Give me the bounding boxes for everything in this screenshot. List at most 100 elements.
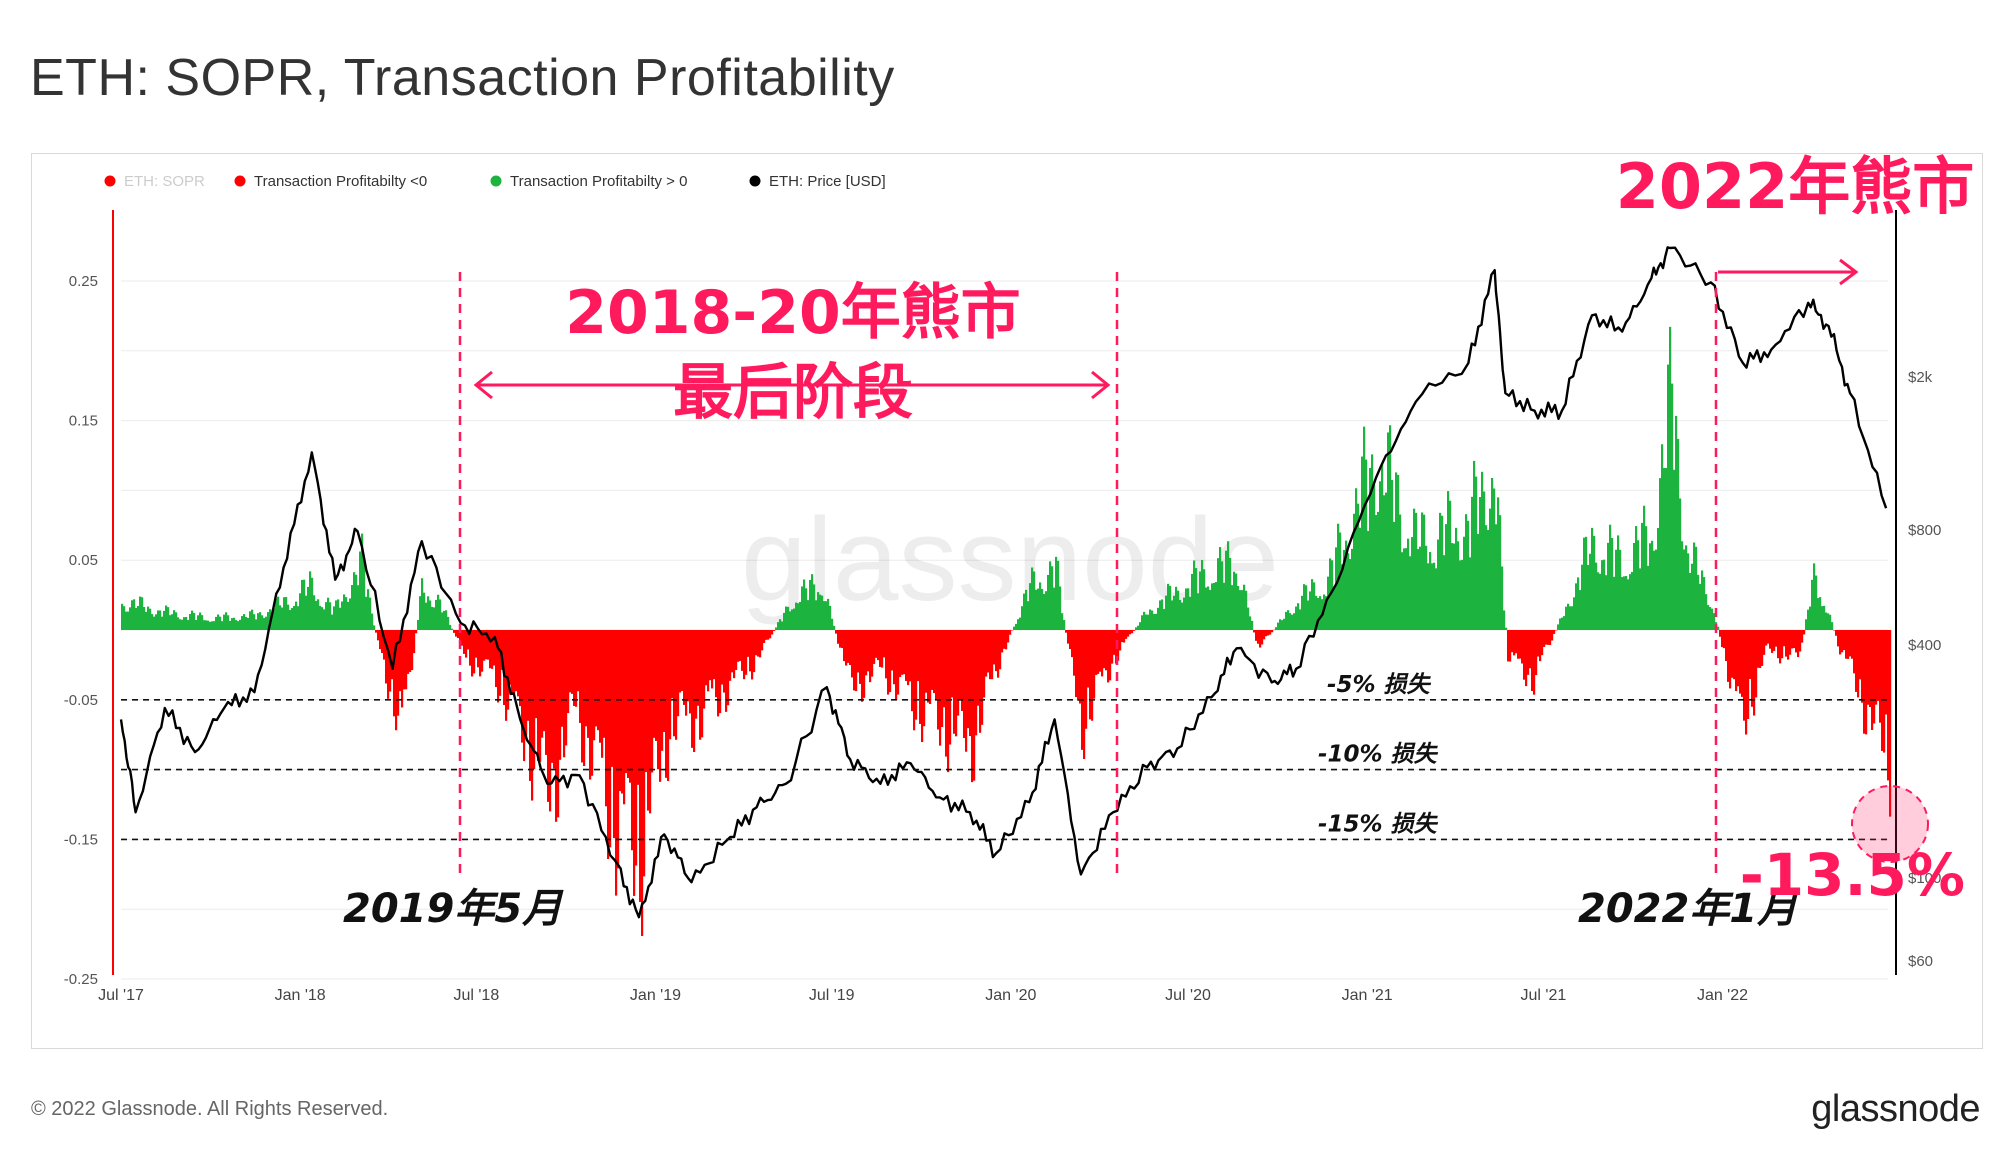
profitability-bar bbox=[473, 630, 476, 674]
profitability-bar bbox=[621, 630, 624, 794]
profitability-bar bbox=[859, 630, 862, 684]
profitability-bar bbox=[405, 630, 408, 690]
profitability-bar bbox=[629, 630, 632, 783]
profitability-bar bbox=[815, 600, 818, 630]
profitability-bar bbox=[1193, 560, 1196, 630]
profitability-bar bbox=[299, 593, 302, 630]
profitability-bar bbox=[995, 630, 998, 672]
profitability-bar bbox=[401, 630, 404, 708]
profitability-bar bbox=[271, 612, 274, 630]
profitability-bar bbox=[1401, 552, 1404, 630]
profitability-bar bbox=[1331, 560, 1334, 630]
profitability-bar bbox=[1425, 545, 1428, 630]
profitability-bar bbox=[1299, 609, 1302, 630]
profitability-bar bbox=[397, 630, 400, 716]
profitability-bar bbox=[1717, 626, 1720, 630]
profitability-bar bbox=[731, 630, 734, 673]
profitability-bar bbox=[1295, 606, 1298, 630]
profitability-bar bbox=[717, 630, 720, 717]
profitability-bar bbox=[753, 630, 756, 673]
profitability-bar bbox=[1873, 630, 1876, 724]
profitability-bar bbox=[487, 630, 490, 660]
profitability-bar bbox=[467, 630, 470, 650]
profitability-bar bbox=[663, 630, 666, 732]
profitability-bar bbox=[1347, 553, 1350, 630]
profitability-bar bbox=[281, 607, 284, 630]
profitability-bar bbox=[827, 598, 830, 630]
profitability-bar bbox=[1845, 630, 1848, 659]
profitability-bar bbox=[1279, 619, 1282, 630]
profitability-bar bbox=[471, 630, 474, 677]
profitability-bar bbox=[1143, 611, 1146, 630]
profitability-bar bbox=[1709, 607, 1712, 630]
profitability-bar bbox=[1547, 630, 1550, 645]
profitability-bar bbox=[1087, 630, 1090, 688]
profitability-bar bbox=[1207, 586, 1210, 630]
profitability-bar bbox=[381, 630, 384, 654]
profitability-bar bbox=[1009, 630, 1012, 635]
profitability-bar bbox=[921, 630, 924, 743]
profitability-bar bbox=[333, 606, 336, 630]
profitability-bar bbox=[755, 630, 758, 656]
profitability-bar bbox=[1415, 512, 1418, 630]
profitability-bar bbox=[1587, 565, 1590, 630]
profitability-bar bbox=[1131, 630, 1134, 634]
profitability-bar bbox=[1869, 630, 1872, 707]
profitability-bar bbox=[1741, 630, 1744, 697]
profitability-bar bbox=[141, 597, 144, 630]
profitability-bar bbox=[1435, 568, 1438, 630]
profitability-bar bbox=[149, 608, 152, 630]
profitability-bar bbox=[1803, 630, 1806, 635]
profitability-bar bbox=[1621, 577, 1624, 630]
profitability-bar bbox=[1169, 585, 1172, 630]
profitability-bar bbox=[953, 630, 956, 734]
profitability-bar bbox=[317, 599, 320, 630]
profitability-bar bbox=[215, 616, 218, 630]
profitability-bar bbox=[659, 630, 662, 782]
profitability-bar bbox=[285, 597, 288, 630]
profitability-bar bbox=[683, 630, 686, 705]
profitability-bar bbox=[1853, 630, 1856, 674]
profitability-bar bbox=[771, 630, 774, 635]
profitability-bar bbox=[1327, 576, 1330, 630]
last-value-label: -13.5% bbox=[1740, 841, 1965, 909]
profitability-bar bbox=[1605, 575, 1608, 630]
profitability-bar bbox=[203, 620, 206, 630]
profitability-bar bbox=[365, 596, 368, 630]
profitability-bar bbox=[619, 630, 622, 792]
profitability-bar bbox=[133, 599, 136, 630]
profitability-bar bbox=[625, 630, 628, 774]
profitability-bar bbox=[1249, 616, 1252, 630]
profitability-bar bbox=[997, 630, 1000, 678]
profitability-bar bbox=[1859, 630, 1862, 680]
profitability-bar bbox=[1185, 588, 1188, 630]
profitability-bar bbox=[1851, 630, 1854, 659]
profitability-bar bbox=[461, 630, 464, 646]
profitability-bar bbox=[1849, 630, 1852, 657]
profitability-bar bbox=[1673, 469, 1676, 630]
profitability-bar bbox=[881, 630, 884, 668]
threshold-label: -5% 损失 bbox=[1327, 672, 1432, 698]
profitability-bar bbox=[457, 630, 460, 639]
profitability-bar bbox=[255, 619, 258, 630]
profitability-bar bbox=[705, 630, 708, 686]
profitability-bar bbox=[1787, 630, 1790, 660]
profitability-bar bbox=[623, 630, 626, 805]
profitability-bar bbox=[1311, 579, 1314, 630]
profitability-bar bbox=[151, 614, 154, 630]
profitability-bar bbox=[1705, 594, 1708, 630]
profitability-bar bbox=[399, 630, 402, 692]
profitability-bar bbox=[1381, 464, 1384, 630]
profitability-bar bbox=[199, 612, 202, 630]
x-tick-label: Jan '19 bbox=[630, 987, 681, 1004]
profitability-bar bbox=[1089, 630, 1092, 720]
profitability-bar bbox=[1867, 630, 1870, 705]
profitability-bar bbox=[1665, 467, 1668, 630]
profitability-bar bbox=[1437, 539, 1440, 630]
profitability-bar bbox=[143, 607, 146, 630]
profitability-bar bbox=[595, 630, 598, 727]
profitability-bar bbox=[1779, 630, 1782, 664]
profitability-bar bbox=[555, 630, 558, 822]
